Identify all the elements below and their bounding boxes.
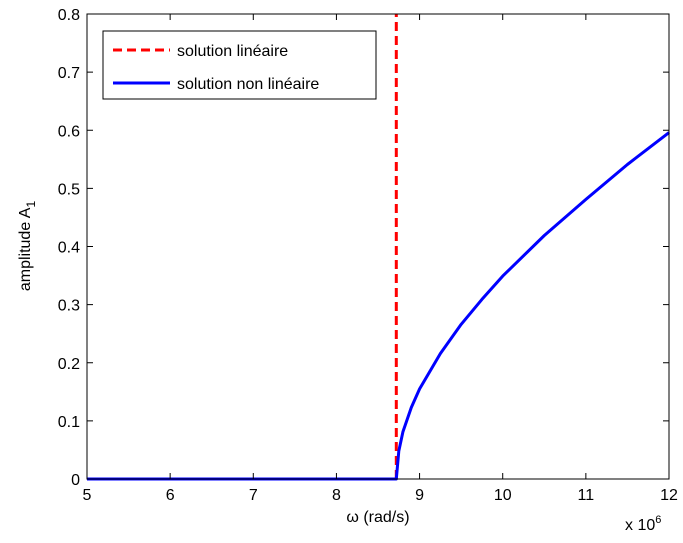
legend-box xyxy=(102,30,377,100)
x-tick-label: 12 xyxy=(660,487,678,504)
y-axis-label-subscript: 1 xyxy=(24,201,38,208)
y-tick-label: 0.4 xyxy=(58,240,80,257)
y-axis-label: amplitude A1 xyxy=(17,201,38,292)
x-multiplier-exponent: 6 xyxy=(655,514,661,526)
x-tick-label: 11 xyxy=(578,487,595,504)
y-tick-label: 0.3 xyxy=(58,298,80,315)
x-tick-label: 6 xyxy=(166,487,175,504)
tick-labels-layer: 5 6 7 8 9 10 11 12 0 0.1 0.2 0.3 0.4 0.5 0.6 0.7 0.8 xyxy=(58,7,678,504)
y-tick-label: 0.7 xyxy=(58,65,80,82)
x-axis-label: ω (rad/s) xyxy=(346,509,409,526)
legend-label-nonlinear: solution non linéaire xyxy=(177,76,319,93)
y-tick-label: 0.1 xyxy=(58,414,80,431)
x-tick-label: 7 xyxy=(249,487,258,504)
y-axis-label-main: amplitude A xyxy=(17,207,34,291)
series-layer xyxy=(87,14,670,481)
legend: solution linéaire solution non linéaire xyxy=(102,30,377,100)
x-tick-label: 9 xyxy=(415,487,424,504)
y-tick-label: 0.6 xyxy=(58,123,80,140)
x-tick-label: 5 xyxy=(83,487,92,504)
x-tick-label: 10 xyxy=(494,487,512,504)
ticks-layer xyxy=(86,13,670,480)
y-tick-label: 0.2 xyxy=(58,356,80,373)
x-axis-multiplier: x 106 xyxy=(625,514,661,534)
y-tick-label: 0.5 xyxy=(58,181,80,198)
x-tick-label: 8 xyxy=(332,487,341,504)
y-tick-label: 0 xyxy=(71,472,80,489)
x-multiplier-base: x 10 xyxy=(625,517,655,534)
series-line-nonlinear xyxy=(87,131,670,481)
legend-label-linear: solution linéaire xyxy=(177,43,288,60)
y-tick-label: 0.8 xyxy=(58,7,80,24)
